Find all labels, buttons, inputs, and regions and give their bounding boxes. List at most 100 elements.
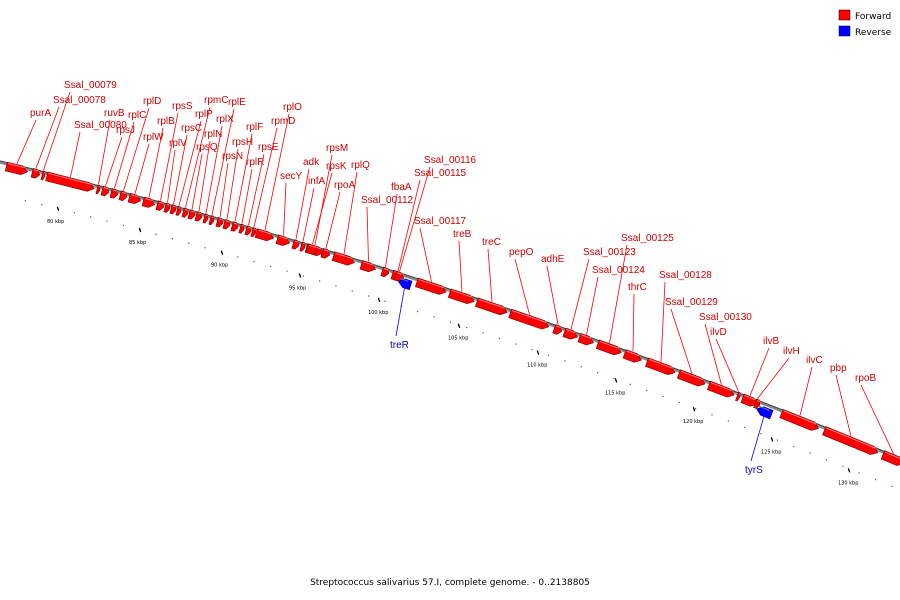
gene-label-ssal_00116[interactable]: Ssal_00116 [424, 155, 477, 166]
gene-label-ssal_00128[interactable]: Ssal_00128 [659, 270, 712, 281]
gene-label-ssal_00130[interactable]: Ssal_00130 [699, 312, 752, 323]
gene-feature-rpsh[interactable] [222, 219, 231, 230]
gene-label-ruvb[interactable]: ruvB [104, 108, 125, 119]
gene-label-secy[interactable]: secY [280, 171, 303, 182]
gene-label-rpsq[interactable]: rpsQ [196, 142, 218, 153]
gene-feature-ssal_00080[interactable] [45, 171, 96, 193]
gene-label-pepo[interactable]: pepO [509, 247, 534, 258]
gene-label-adk[interactable]: adk [303, 157, 320, 168]
gene-label-rplo[interactable]: rplO [283, 102, 302, 113]
gene-label-rpld[interactable]: rplD [143, 96, 161, 107]
gene-label-rpse[interactable]: rpsE [258, 142, 279, 153]
gene-label-pbp[interactable]: pbp [830, 363, 847, 374]
gene-feature-ssal_00079[interactable] [40, 170, 46, 181]
gene-feature-thrc[interactable] [622, 349, 643, 365]
gene-feature-adhe[interactable] [552, 324, 564, 335]
gene-feature-rplo[interactable] [254, 228, 275, 243]
gene-feature-rpse[interactable] [244, 225, 252, 236]
gene-feature-rpsj[interactable] [100, 185, 110, 197]
gene-feature-pbp[interactable] [822, 426, 879, 456]
gene-label-rplx[interactable]: rplX [216, 114, 234, 125]
gene-feature-ssal_00125[interactable] [595, 339, 623, 357]
gene-label-ilvh[interactable]: ilvH [783, 346, 800, 357]
gene-feature-ssal_00117[interactable] [414, 277, 447, 296]
gene-feature-rplq[interactable] [331, 251, 356, 267]
gene-label-ssal_00115[interactable]: Ssal_00115 [414, 168, 467, 179]
gene-label-rplp[interactable]: rplP [195, 109, 213, 120]
gene-feature-infa[interactable] [299, 241, 306, 252]
gene-label-ssal_00079[interactable]: Ssal_00079 [64, 80, 117, 91]
gene-label-rplf[interactable]: rplF [246, 122, 263, 133]
gene-label-ssal_00080[interactable]: Ssal_00080 [74, 120, 127, 131]
gene-feature-rpsk[interactable] [305, 243, 319, 256]
gene-label-rple[interactable]: rplE [228, 97, 246, 108]
gene-label-tyrs[interactable]: tyrS [745, 465, 763, 476]
gene-label-ssal_00112[interactable]: Ssal_00112 [361, 195, 414, 206]
gene-feature-rpld[interactable] [118, 190, 128, 201]
gene-feature-trec[interactable] [475, 297, 508, 317]
gene-label-rpmc[interactable]: rpmC [204, 95, 228, 106]
gene-label-rpss[interactable]: rpsS [172, 101, 193, 112]
gene-label-rpsm[interactable]: rpsM [326, 143, 348, 154]
gene-feature-pura[interactable] [4, 161, 29, 176]
gene-label-ilvb[interactable]: ilvB [763, 336, 779, 347]
gene-feature-rpmd[interactable] [250, 227, 257, 238]
gene-feature-rplc[interactable] [109, 188, 119, 199]
gene-feature-rpsc[interactable] [169, 204, 177, 215]
gene-feature-pepo[interactable] [508, 308, 551, 331]
gene-feature-rplw[interactable] [127, 192, 142, 205]
gene-feature-ssal_00124[interactable] [577, 333, 595, 347]
gene-feature-rpsq[interactable] [187, 209, 196, 220]
gene-label-treb[interactable]: treB [453, 229, 472, 240]
gene-feature-treb[interactable] [447, 288, 476, 306]
gene-label-rplv[interactable]: rplV [169, 138, 187, 149]
gene-label-rplq[interactable]: rplQ [351, 160, 370, 171]
gene-feature-tyrs[interactable] [755, 405, 774, 420]
gene-label-rpoa[interactable]: rpoA [334, 180, 355, 191]
gene-feature-rple[interactable] [208, 215, 215, 226]
gene-feature-ilvc[interactable] [779, 409, 820, 432]
gene-feature-ilvd[interactable] [735, 391, 741, 402]
gene-feature-rplr[interactable] [238, 223, 245, 234]
gene-label-trer[interactable]: treR [390, 340, 409, 351]
gene-feature-fbaa[interactable] [380, 266, 390, 278]
gene-feature-ssal_00129[interactable] [676, 369, 706, 388]
gene-label-rpsn[interactable]: rpsN [222, 151, 243, 162]
gene-feature-ilvb[interactable] [740, 393, 759, 408]
gene-feature-rplf[interactable] [230, 221, 239, 232]
gene-label-rpmd[interactable]: rpmD [271, 116, 295, 127]
gene-label-infa[interactable]: infA [308, 176, 326, 187]
gene-feature-rpln[interactable] [194, 211, 203, 222]
gene-feature-ssal_00123[interactable] [562, 327, 579, 341]
gene-feature-rpsn[interactable] [215, 217, 224, 228]
gene-label-ssal_00078[interactable]: Ssal_00078 [53, 95, 106, 106]
gene-label-rpsc[interactable]: rpsC [181, 123, 202, 134]
gene-feature-ssal_00128[interactable] [644, 357, 676, 377]
gene-label-pura[interactable]: purA [30, 108, 51, 119]
gene-label-ssal_00123[interactable]: Ssal_00123 [583, 247, 636, 258]
gene-label-rpsk[interactable]: rpsK [326, 161, 347, 172]
gene-feature-rplv[interactable] [163, 202, 171, 213]
gene-label-ssal_00125[interactable]: Ssal_00125 [621, 233, 674, 244]
gene-label-ssal_00129[interactable]: Ssal_00129 [665, 297, 718, 308]
gene-feature-rplp[interactable] [175, 205, 182, 216]
gene-label-rplc[interactable]: rplC [128, 110, 146, 121]
gene-label-rplw[interactable]: rplW [143, 132, 164, 143]
gene-feature-trer[interactable] [397, 277, 413, 291]
gene-label-trec[interactable]: treC [482, 237, 501, 248]
gene-feature-rpmc[interactable] [181, 207, 189, 218]
gene-feature-adk[interactable] [291, 239, 300, 250]
gene-feature-ruvb[interactable] [95, 184, 101, 195]
gene-label-ilvd[interactable]: ilvD [710, 327, 727, 338]
gene-label-adhe[interactable]: adhE [541, 254, 565, 265]
gene-label-rplb[interactable]: rplB [157, 116, 175, 127]
gene-feature-ssal_00112[interactable] [359, 260, 377, 273]
gene-label-rpln[interactable]: rplN [204, 129, 222, 140]
gene-label-fbaa[interactable]: fbaA [391, 182, 412, 193]
gene-feature-ssal_00078[interactable] [30, 168, 41, 179]
gene-feature-rpoa[interactable] [320, 248, 331, 259]
gene-label-rpsh[interactable]: rpsH [232, 137, 253, 148]
gene-label-ssal_00117[interactable]: Ssal_00117 [414, 216, 467, 227]
gene-feature-secy[interactable] [275, 234, 291, 247]
gene-label-ssal_00124[interactable]: Ssal_00124 [592, 265, 645, 276]
